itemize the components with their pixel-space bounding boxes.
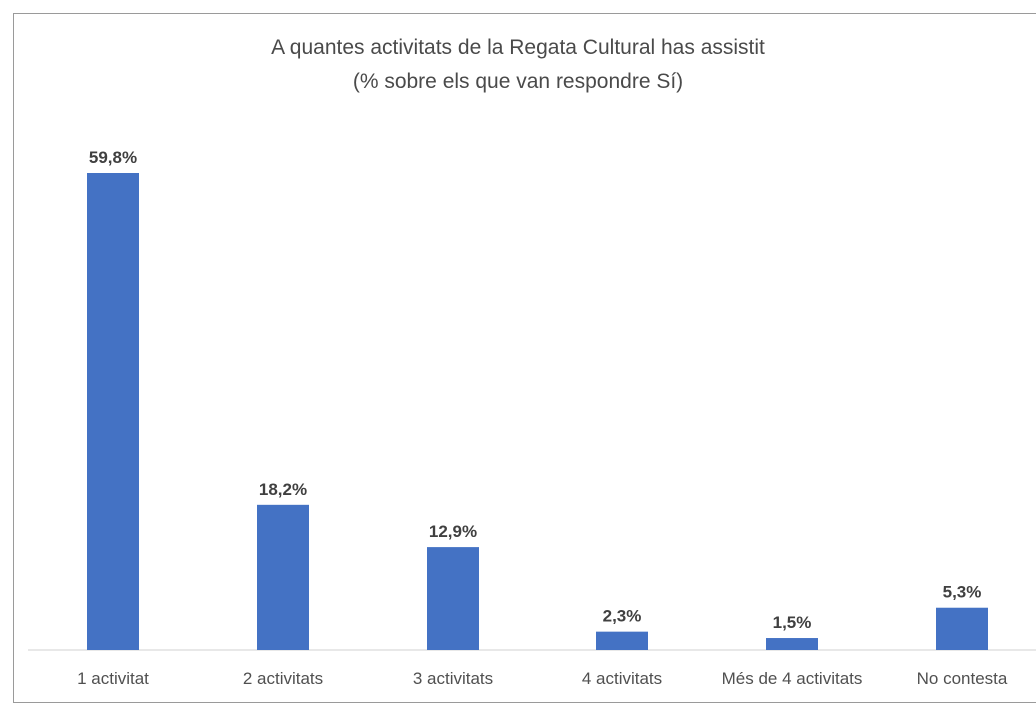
- value-label-4: 1,5%: [773, 613, 812, 632]
- value-label-5: 5,3%: [943, 583, 982, 602]
- value-label-0: 59,8%: [89, 148, 137, 167]
- bar-4: [766, 638, 818, 650]
- chart-title: A quantes activitats de la Regata Cultur…: [271, 36, 765, 59]
- category-label-3: 4 activitats: [582, 669, 662, 687]
- bar-1: [257, 504, 309, 650]
- category-label-0: 1 activitat: [77, 669, 149, 687]
- category-label-5: No contesta: [917, 669, 1008, 687]
- bars-group: 59,8% 1 activitat 18,2% 2 activitats 12,9% 3 …: [77, 148, 1008, 687]
- bar-0: [87, 173, 139, 650]
- chart-subtitle: (% sobre els que van respondre Sí): [352, 70, 684, 93]
- value-label-3: 2,3%: [603, 607, 642, 626]
- bar-3: [596, 631, 648, 650]
- category-label-2: 3 activitats: [413, 669, 493, 687]
- bar-2: [427, 547, 479, 650]
- category-label-4: Més de 4 activitats: [722, 669, 863, 687]
- value-label-2: 12,9%: [429, 522, 477, 541]
- bar-chart: 59,8% 1 activitat 18,2% 2 activitats 12,9% 3 …: [28, 148, 1036, 687]
- bar-5: [936, 607, 988, 650]
- category-label-1: 2 activitats: [243, 669, 323, 687]
- value-label-1: 18,2%: [259, 480, 307, 499]
